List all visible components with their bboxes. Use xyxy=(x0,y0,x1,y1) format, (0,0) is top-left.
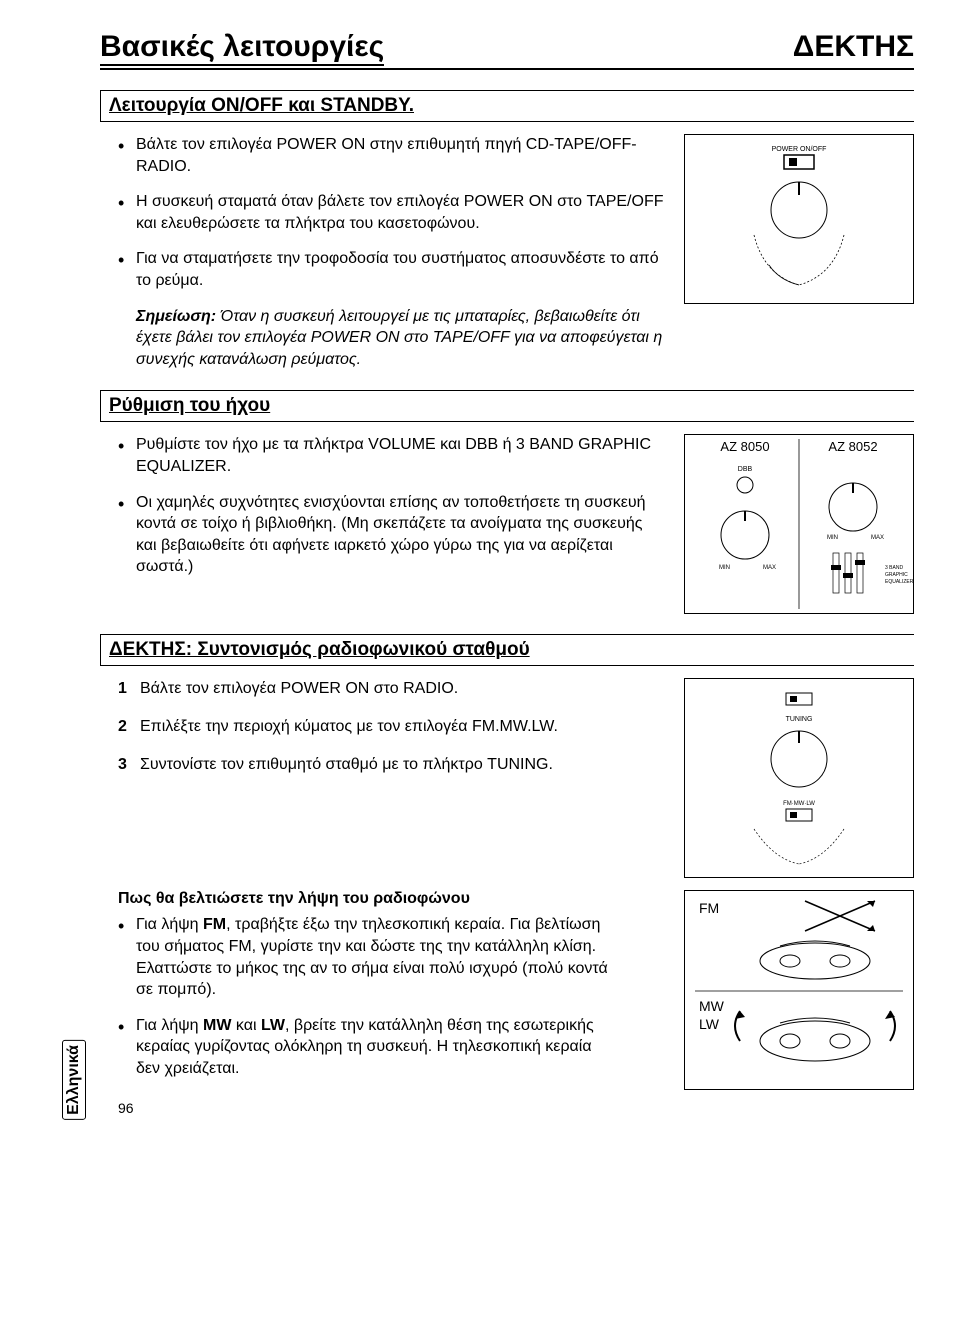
figure-power-selector: POWER ON/OFF xyxy=(684,134,914,304)
step: Συντονίστε τον επιθυμητό σταθμό με το πλ… xyxy=(118,754,664,776)
language-tab: Ελληνικά xyxy=(62,1040,86,1120)
eq-label2: GRAPHIC xyxy=(885,572,908,578)
header-left-title: Βασικές λειτουργίες xyxy=(100,30,384,66)
max-label-l: MAX xyxy=(763,565,776,571)
section-sound-title: Ρύθμιση του ήχου xyxy=(100,390,914,422)
text-pre: Για λήψη xyxy=(136,1017,203,1034)
step: Βάλτε τον επιλογέα POWER ON στο RADIO. xyxy=(118,678,664,700)
section-onoff-row: Βάλτε τον επιλογέα POWER ON στην επιθυμη… xyxy=(100,134,914,370)
text-pre: Για λήψη xyxy=(136,916,203,933)
section-onoff-figcol: POWER ON/OFF xyxy=(684,134,914,370)
eq-label3: EQUALIZER xyxy=(885,579,913,585)
section-onoff-title: Λειτουργία ON/OFF και STANDBY. xyxy=(100,90,914,122)
section-tuner-figcol: TUNING FM·MW·LW FM xyxy=(684,678,914,1090)
lw-label: LW xyxy=(699,1016,720,1032)
header-right-title: ΔΕΚΤΗΣ xyxy=(793,30,914,64)
section-sound-figcol: AZ 8050 AZ 8052 DBB MIN MAX MIN xyxy=(684,434,914,614)
lw-bold: LW xyxy=(261,1017,285,1034)
power-selector-icon: POWER ON/OFF xyxy=(694,135,904,295)
page: Βασικές λειτουργίες ΔΕΚΤΗΣ Λειτουργία ON… xyxy=(0,0,954,1335)
section-reception: Πως θα βελτιώσετε την λήψη του ραδιοφώνο… xyxy=(118,890,618,1079)
bullet: Για λήψη FM, τραβήξτε έξω την τηλεσκοπικ… xyxy=(118,914,618,1000)
bullet: Ρυθμίστε τον ήχο με τα πλήκτρα VOLUME κα… xyxy=(118,434,664,477)
text-mid: και xyxy=(231,1017,261,1034)
fm-label: FM xyxy=(699,900,719,916)
step: Επιλέξτε την περιοχή κύματος με τον επιλ… xyxy=(118,716,664,738)
header-row: Βασικές λειτουργίες ΔΕΚΤΗΣ xyxy=(100,30,914,70)
figure-antenna: FM MW LW xyxy=(684,890,914,1090)
section-sound-text: Ρυθμίστε τον ήχο με τα πλήκτρα VOLUME κα… xyxy=(100,434,664,614)
figure-tuning: TUNING FM·MW·LW xyxy=(684,678,914,878)
section-onoff-text: Βάλτε τον επιλογέα POWER ON στην επιθυμη… xyxy=(100,134,664,370)
az8050-label: AZ 8050 xyxy=(720,439,769,454)
section-sound: Ρύθμιση του ήχου Ρυθμίστε τον ήχο με τα … xyxy=(100,390,914,614)
bullet: Για λήψη MW και LW, βρείτε την κατάλληλη… xyxy=(118,1015,618,1080)
max-label-r: MAX xyxy=(871,535,884,541)
figure-volume-eq: AZ 8050 AZ 8052 DBB MIN MAX MIN xyxy=(684,434,914,614)
volume-eq-icon: AZ 8050 AZ 8052 DBB MIN MAX MIN xyxy=(685,435,913,613)
min-label-l: MIN xyxy=(719,565,730,571)
mw-label: MW xyxy=(699,998,725,1014)
bullet: Για να σταματήσετε την τροφοδοσία του συ… xyxy=(118,248,664,291)
dbb-label: DBB xyxy=(738,466,753,473)
section-onoff-bullets: Βάλτε τον επιλογέα POWER ON στην επιθυμη… xyxy=(118,134,664,292)
band-label: FM·MW·LW xyxy=(783,801,815,807)
page-number: 96 xyxy=(118,1100,914,1116)
section-sound-bullets: Ρυθμίστε τον ήχο με τα πλήκτρα VOLUME κα… xyxy=(118,434,664,578)
bullet: Οι χαμηλές συχνότητες ενισχύονται επίσης… xyxy=(118,492,664,578)
mw-bold: MW xyxy=(203,1017,231,1034)
section-reception-bullets: Για λήψη FM, τραβήξτε έξω την τηλεσκοπικ… xyxy=(118,914,618,1079)
min-label-r: MIN xyxy=(827,535,838,541)
section-tuner-steps: Βάλτε τον επιλογέα POWER ON στο RADIO. Ε… xyxy=(118,678,664,775)
az8052-label: AZ 8052 xyxy=(828,439,877,454)
fm-bold: FM xyxy=(203,916,226,933)
tuning-dial-icon: TUNING FM·MW·LW xyxy=(694,679,904,869)
bullet: Βάλτε τον επιλογέα POWER ON στην επιθυμη… xyxy=(118,134,664,177)
antenna-icon: FM MW LW xyxy=(685,891,913,1089)
note-label: Σημείωση: xyxy=(136,308,216,325)
tuning-label: TUNING xyxy=(786,716,813,723)
section-tuner-title: ΔΕΚΤΗΣ: Συντονισμός ραδιοφωνικού σταθμού xyxy=(100,634,914,666)
eq-label: 3 BAND xyxy=(885,565,903,571)
power-label: POWER ON/OFF xyxy=(772,146,827,153)
section-onoff: Λειτουργία ON/OFF και STANDBY. Βάλτε τον… xyxy=(100,90,914,370)
bullet: Η συσκευή σταματά όταν βάλετε τον επιλογ… xyxy=(118,191,664,234)
section-onoff-note: Σημείωση: Όταν η συσκευή λειτουργεί με τ… xyxy=(118,306,664,371)
section-sound-row: Ρυθμίστε τον ήχο με τα πλήκτρα VOLUME κα… xyxy=(100,434,914,614)
